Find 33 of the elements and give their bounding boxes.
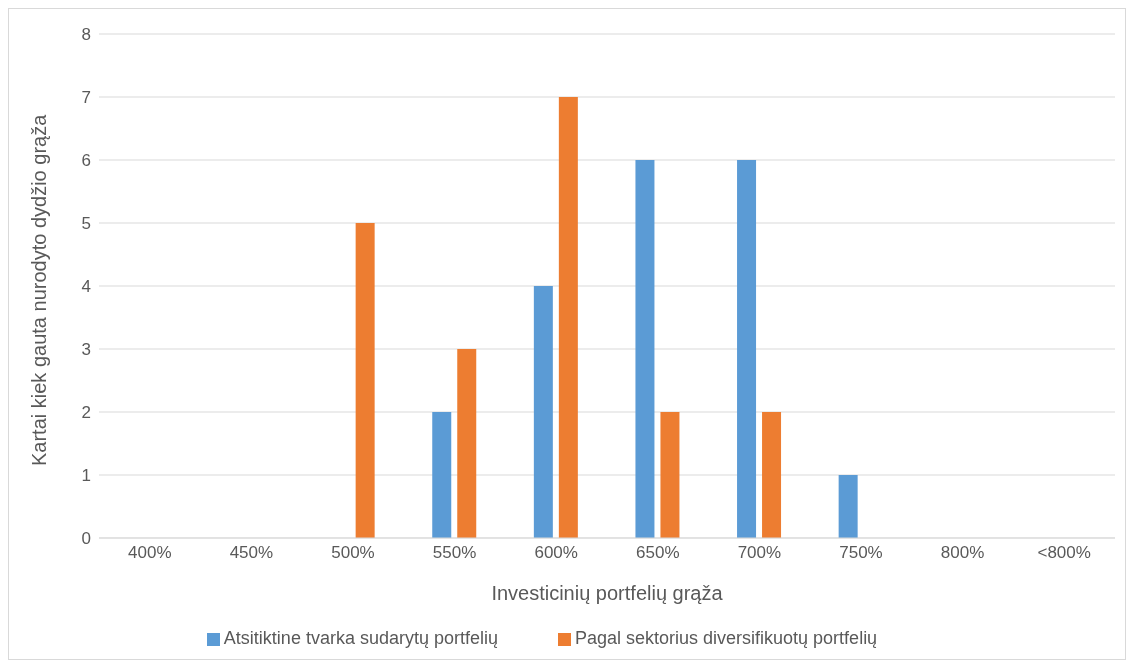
- x-tick-label: 750%: [839, 543, 883, 563]
- x-tick-label: 800%: [940, 543, 985, 563]
- bar: [737, 160, 757, 538]
- x-tick-label: 550%: [432, 543, 477, 563]
- bar: [558, 97, 578, 538]
- x-tick-label: 650%: [636, 543, 680, 563]
- y-tick-label: 5: [81, 214, 91, 234]
- bar: [660, 412, 680, 538]
- bar: [533, 286, 553, 538]
- x-tick-label: <800%: [1037, 543, 1091, 563]
- y-axis-title: Kartai kiek gauta nurodyto dydžio grąža: [28, 113, 51, 466]
- x-axis-title: Investicinių portfelių grąža: [491, 582, 724, 604]
- x-tick-label: 700%: [737, 543, 782, 563]
- y-tick-label: 7: [81, 88, 91, 108]
- y-tick-label: 4: [81, 277, 91, 297]
- legend-label: Atsitiktine tvarka sudarytų portfelių: [223, 628, 498, 648]
- bar: [635, 160, 655, 538]
- y-tick-label: 3: [81, 340, 91, 360]
- bar: [457, 349, 477, 538]
- y-tick-label: 1: [81, 466, 91, 486]
- bar: [355, 223, 375, 538]
- y-tick-label: 6: [81, 151, 91, 171]
- x-tick-label: 400%: [128, 543, 172, 563]
- x-tick-label: 500%: [331, 543, 375, 563]
- bar: [762, 412, 782, 538]
- y-tick-label: 0: [81, 529, 91, 549]
- y-tick-label: 8: [81, 25, 91, 45]
- bar: [838, 475, 858, 538]
- x-tick-label: 450%: [229, 543, 274, 563]
- legend-label: Pagal sektorius diversifikuotų portfelių: [574, 628, 878, 648]
- x-tick-label: 600%: [534, 543, 578, 563]
- y-tick-label: 2: [81, 403, 91, 423]
- bar: [432, 412, 452, 538]
